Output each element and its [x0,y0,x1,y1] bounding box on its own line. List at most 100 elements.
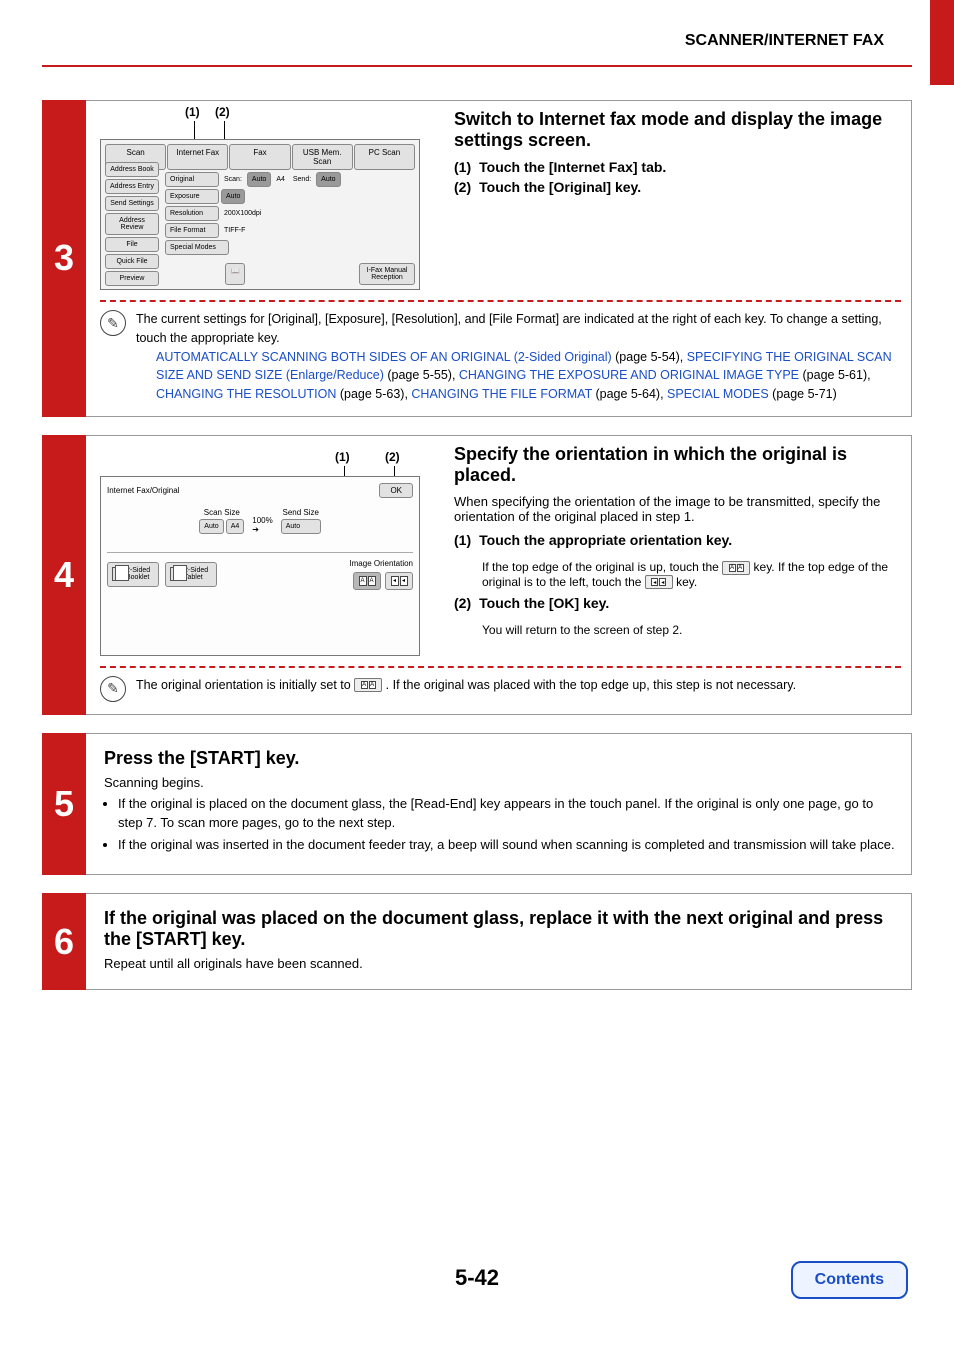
panel4-title: Internet Fax/Original [107,486,179,495]
link-file-format[interactable]: CHANGING THE FILE FORMAT [411,387,592,401]
step3-i2-num: (2) [454,179,471,195]
contents-button[interactable]: Contents [791,1261,908,1299]
exposure-key[interactable]: Exposure [165,189,219,204]
step-number-5: 5 [42,733,86,876]
step-number-6: 6 [42,893,86,990]
panel-divider [107,552,413,553]
step3-note: The current settings for [Original], [Ex… [136,310,901,404]
callout-line-1 [194,121,195,141]
p5: (page 5-64), [592,387,667,401]
step-number-3: 3 [42,100,86,417]
step-6: 6 If the original was placed on the docu… [42,893,912,990]
step6-title: If the original was placed on the docume… [104,908,897,950]
tablet-label: 2-Sided Tablet [184,567,212,582]
step3-i1-num: (1) [454,159,471,175]
p2: (page 5-55), [384,368,459,382]
send-size-label: Send Size [282,508,318,517]
scan-size-value: A4 [273,176,288,183]
link-resolution[interactable]: CHANGING THE RESOLUTION [156,387,336,401]
original-key[interactable]: Original [165,172,219,187]
address-review-button[interactable]: Address Review [105,213,159,235]
file-format-value: TIFF-F [221,227,248,234]
step-5: 5 Press the [START] key. Scanning begins… [42,733,912,876]
p4: (page 5-63), [336,387,411,401]
link-special-modes[interactable]: SPECIAL MODES [667,387,769,401]
step4-lead: When specifying the orientation of the i… [454,494,901,524]
step4-i1-num: (1) [454,532,471,548]
step-number-4: 4 [42,435,86,715]
touch-panel-step3: Scan Internet Fax Fax USB Mem. Scan PC S… [100,139,420,290]
step4-i1-sub-a: If the top edge of the original is up, t… [482,560,722,574]
preview-button[interactable]: Preview [105,271,159,286]
tab-internet-fax[interactable]: Internet Fax [167,144,228,170]
header-color-bar [930,0,954,85]
callout-4-1: (1) [335,450,350,464]
note-icon: ✎ [100,310,126,336]
scan-label: Scan: [221,176,245,183]
resolution-key[interactable]: Resolution [165,206,219,221]
step4-i2-sub: You will return to the screen of step 2. [482,623,901,637]
link-2sided-original[interactable]: AUTOMATICALLY SCANNING BOTH SIDES OF AN … [156,350,612,364]
tab-usb-mem-scan[interactable]: USB Mem. Scan [292,144,353,170]
tab-fax[interactable]: Fax [229,144,290,170]
two-sided-tablet-button[interactable]: 2-Sided Tablet [165,562,217,587]
booklet-icon [112,567,124,581]
scan-size-label: Scan Size [204,508,240,517]
contents-link[interactable]: Contents [815,1271,884,1288]
step4-i2-text: Touch the [OK] key. [479,595,609,611]
step3-i2-text: Touch the [Original] key. [479,179,641,195]
scan-size-a4[interactable]: A4 [226,519,245,534]
two-sided-booklet-button[interactable]: 2-Sided Booklet [107,562,159,587]
step4-title: Specify the orientation in which the ori… [454,444,901,486]
orientation-top-up-button[interactable]: AA [353,572,381,590]
arrow-icon: ➔ [252,525,272,534]
dashed-divider-4 [100,666,901,668]
p6: (page 5-71) [769,387,837,401]
exposure-value: Auto [221,189,245,204]
orientation-left-key-icon: ◂◂ [645,575,673,589]
send-label: Send: [290,176,314,183]
send-auto-value[interactable]: Auto [316,172,340,187]
step6-lead: Repeat until all originals have been sca… [104,956,897,971]
scan-auto-value[interactable]: Auto [247,172,271,187]
ok-button[interactable]: OK [379,483,413,498]
file-format-key[interactable]: File Format [165,223,219,238]
speaker-icon-button[interactable]: 📖 [225,263,245,285]
step4-note-a: The original orientation is initially se… [136,678,354,692]
address-book-button[interactable]: Address Book [105,162,159,177]
callout-1: (1) [185,105,200,119]
header-divider [42,65,912,67]
p3: (page 5-61), [799,368,871,382]
step-4: 4 (1) (2) Internet Fax/Original OK [42,435,912,715]
booklet-label: 2-Sided Booklet [126,567,154,582]
step4-i1-sub-c: key. [676,575,697,589]
scan-size-auto[interactable]: Auto [199,519,223,534]
send-settings-button[interactable]: Send Settings [105,196,159,211]
tablet-icon [170,567,182,581]
link-exposure[interactable]: CHANGING THE EXPOSURE AND ORIGINAL IMAGE… [459,368,799,382]
step-3: 3 (1) (2) Scan Internet Fax Fax USB Mem.… [42,100,912,417]
send-size-auto[interactable]: Auto [281,519,321,534]
image-orientation-label: Image Orientation [349,559,413,568]
ratio-label: 100% [252,516,272,525]
step3-i1-text: Touch the [Internet Fax] tab. [479,159,666,175]
step5-bullet-2: If the original was inserted in the docu… [118,835,897,855]
step4-i1-text: Touch the appropriate orientation key. [479,532,732,548]
callout-2: (2) [215,105,230,119]
note-icon-4: ✎ [100,676,126,702]
ifax-manual-reception-button[interactable]: I-Fax Manual Reception [359,263,415,285]
touch-panel-step4: Internet Fax/Original OK Scan Size Auto … [100,476,420,656]
address-entry-button[interactable]: Address Entry [105,179,159,194]
orientation-top-left-button[interactable]: ◂◂ [385,572,413,590]
orientation-up-key-icon-inline: AA [354,678,382,692]
p1: (page 5-54), [612,350,687,364]
tab-pc-scan[interactable]: PC Scan [354,144,415,170]
step5-lead: Scanning begins. [104,775,897,790]
step4-note-b: . If the original was placed with the to… [386,678,796,692]
file-button[interactable]: File [105,237,159,252]
page-content: 3 (1) (2) Scan Internet Fax Fax USB Mem.… [42,100,912,1008]
step5-bullet-1: If the original is placed on the documen… [118,794,897,833]
resolution-value: 200X100dpi [221,210,264,217]
quick-file-button[interactable]: Quick File [105,254,159,269]
special-modes-key[interactable]: Special Modes [165,240,229,255]
